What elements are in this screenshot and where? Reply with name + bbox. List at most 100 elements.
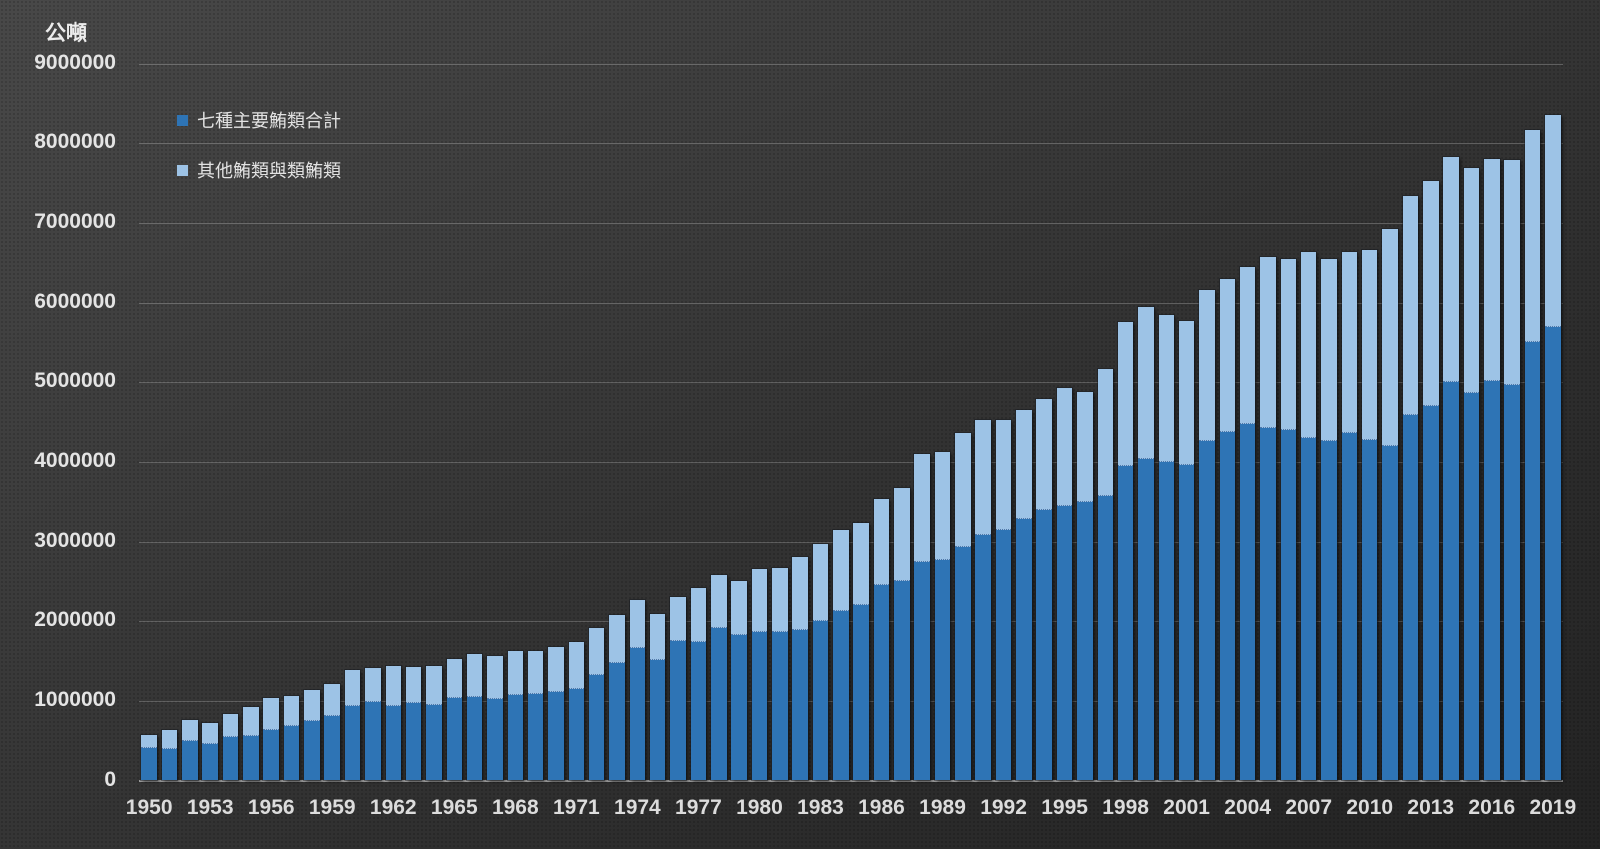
bar-column-1998 [1117,321,1134,781]
bar-segment-other-1968 [507,651,524,696]
bar-column-1974 [629,599,646,781]
y-tick-label: 0 [104,767,116,791]
bar-segment-other-1989 [934,452,951,560]
bar-column-1954 [222,713,239,781]
y-tick-label: 9000000 [34,50,116,74]
bar-segment-other-1956 [263,698,279,731]
bar-segment-other-1969 [527,650,544,694]
x-tick-label: 1986 [858,796,905,819]
y-tick-label: 7000000 [34,209,116,233]
bar-column-1981 [772,567,788,781]
bar-segment-principal-1972 [588,675,605,781]
bar-segment-other-1967 [487,656,503,700]
bar-segment-other-1992 [995,419,1012,530]
bar-column-2003 [1219,279,1236,781]
bar-segment-other-2015 [1463,167,1480,394]
bar-segment-principal-1950 [141,747,157,781]
bar-segment-other-1976 [670,597,686,642]
x-tick-label: 1962 [369,796,417,819]
bar-segment-principal-1965 [446,698,463,781]
bar-column-1956 [263,698,279,781]
bar-segment-principal-1994 [1036,509,1052,781]
bar-segment-other-1966 [466,653,483,697]
bar-segment-other-2017 [1504,159,1520,385]
bar-column-2002 [1199,289,1215,781]
legend-label-other: 其他鮪類與類鮪類 [197,161,341,181]
legend-item-principal: 七種主要鮪類合計 [177,103,341,137]
bar-segment-principal-2012 [1402,414,1419,781]
bar-segment-principal-1955 [243,735,259,781]
bar-segment-principal-1951 [161,748,178,781]
bar-segment-other-1981 [772,567,788,633]
bar-column-2019 [1545,115,1561,781]
bar-segment-other-2007 [1300,251,1317,438]
bar-column-1950 [141,735,157,781]
x-tick-label: 1971 [552,796,600,819]
bar-segment-other-1974 [629,599,646,649]
y-tick-label: 5000000 [34,369,116,393]
bar-segment-principal-2011 [1382,445,1398,781]
bar-column-1966 [466,653,483,781]
bar-segment-other-1996 [1077,391,1093,503]
bar-column-1986 [873,499,890,781]
bar-segment-principal-1992 [995,529,1012,781]
bar-segment-other-2000 [1158,315,1175,462]
bar-segment-principal-1963 [405,703,422,781]
bar-column-1999 [1138,307,1154,781]
bar-segment-principal-1973 [609,662,625,781]
x-tick-label: 1956 [247,796,295,819]
bar-segment-principal-1966 [466,696,483,781]
bar-column-1965 [446,658,463,781]
bar-column-2009 [1341,251,1358,781]
bar-column-1957 [283,696,300,781]
bar-segment-principal-1982 [792,629,808,781]
bar-segment-other-2010 [1361,249,1378,440]
legend-item-other: 其他鮪類與類鮪類 [177,153,341,187]
bar-column-1972 [588,628,605,781]
x-tick-label: 2010 [1346,796,1394,819]
bar-column-1982 [792,556,808,781]
bar-column-1953 [202,723,218,781]
x-tick-label: 1968 [491,796,539,819]
bar-column-1951 [161,729,178,781]
bar-column-2008 [1321,258,1337,781]
x-tick-label: 1974 [614,796,661,819]
bar-segment-principal-1970 [548,692,564,781]
bar-segment-other-1952 [182,719,198,742]
bar-segment-other-2012 [1402,195,1419,415]
x-tick-label: 2013 [1407,796,1455,819]
bar-column-1997 [1097,369,1113,781]
bar-segment-principal-1991 [975,535,991,781]
bar-segment-principal-1964 [426,704,442,781]
bar-segment-principal-1979 [731,635,747,781]
bar-segment-principal-1990 [955,547,971,781]
gridline [139,700,1563,702]
bar-segment-principal-2002 [1199,441,1215,781]
bar-column-1990 [955,433,971,781]
bar-segment-other-1997 [1097,369,1113,497]
bar-segment-principal-1976 [670,641,686,781]
bar-column-2015 [1463,167,1480,781]
bar-segment-principal-1968 [507,695,524,781]
bar-column-2010 [1361,249,1378,781]
bar-segment-other-1970 [548,647,564,693]
bar-segment-other-1991 [975,420,991,536]
bar-segment-other-1986 [873,499,890,585]
bar-column-1973 [609,614,625,781]
bar-segment-principal-2015 [1463,393,1480,781]
bar-column-2005 [1260,257,1276,781]
x-tick-label: 2019 [1529,796,1577,819]
bar-segment-other-1965 [446,658,463,699]
bar-column-1987 [894,488,910,781]
bar-column-2001 [1178,320,1195,781]
bar-segment-other-2002 [1199,289,1215,442]
bar-segment-principal-2006 [1280,429,1297,781]
bar-segment-other-2018 [1524,129,1541,342]
bar-segment-principal-1961 [365,702,381,781]
bar-segment-other-1984 [833,529,849,611]
bar-segment-principal-1967 [487,699,503,781]
bar-segment-principal-1999 [1138,458,1154,781]
x-tick-label: 1977 [675,796,722,819]
bar-segment-other-2019 [1545,115,1561,328]
